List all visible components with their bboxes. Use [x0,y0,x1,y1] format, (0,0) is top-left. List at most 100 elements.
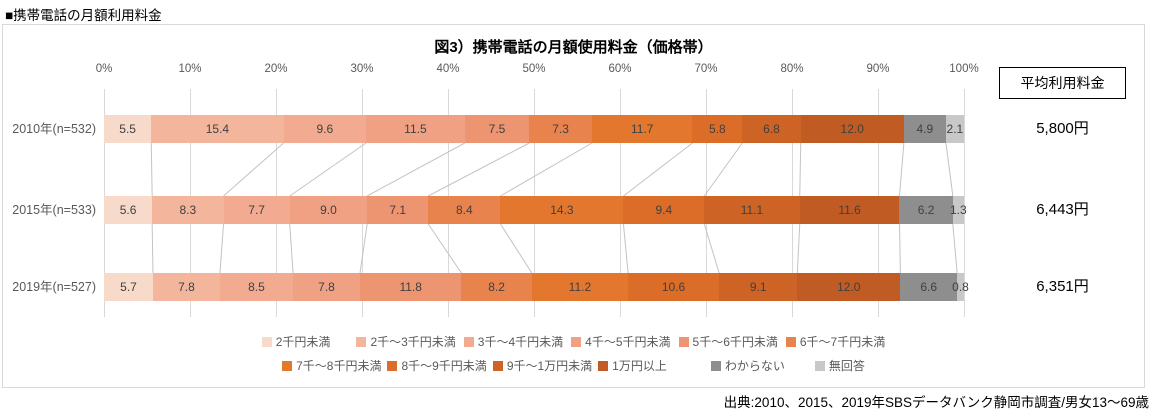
connector-line [899,223,901,274]
bar-segment: 9.0 [289,196,368,224]
bar-segment-value: 10.6 [661,280,686,294]
category-label: 2010年(n=532) [12,122,96,136]
connector-line [500,223,533,274]
average-fee-value: 6,443円 [1036,201,1089,218]
bar-segment: 9.4 [623,196,705,224]
stacked-bar: 5.7 7.8 8.5 7.8 11.8 8.2 11.2 10.6 9.1 12.0 6.6 0.8 [104,273,969,301]
gridline [964,89,965,317]
bar-segment: 11.5 [366,115,465,143]
bar-segment: 9.1 [719,273,798,301]
bar-segment: 11.7 [591,115,693,143]
bar-segment-value: 11.2 [568,280,592,294]
legend-swatch [678,336,689,347]
legend-label: 6千～7千円未満 [799,335,886,349]
connector-line [289,223,294,274]
legend-label: 7千～8千円未満 [296,359,382,373]
bar-segment-value: 7.5 [488,122,506,136]
legend-label: 1万円以上 [612,359,667,373]
legend-item: 9千～1万円未満 [492,357,593,374]
bar-segment-value: 9.6 [316,122,334,136]
bar-segment: 7.5 [464,115,530,143]
bar-segment: 1.3 [949,196,967,224]
bar-segment-value: 5.8 [709,122,726,136]
bar-segment: 8.4 [428,196,501,224]
legend-label: 5千～6千円未満 [692,335,778,349]
bar-segment-value: 11.8 [399,280,422,294]
bar-segment: 14.3 [500,196,624,224]
x-axis-tick-label: 40% [436,63,460,75]
legend-label: 無回答 [828,359,865,373]
connector-line [223,142,284,197]
bar-segment: 0.8 [952,273,969,301]
bar-segment-value: 14.3 [550,203,574,217]
average-fee-box: 平均利用料金 [999,67,1126,99]
bar-segment-value: 4.9 [916,122,934,136]
bar-segment: 7.8 [292,273,360,301]
legend-swatch [282,360,293,371]
legend-swatch [387,360,398,371]
bar-segment-value: 8.3 [179,203,197,217]
bar-segment-value: 9.4 [655,203,673,217]
x-axis-tick-label: 30% [350,63,374,75]
legend-item: 無回答 [814,357,865,374]
connector-line [151,223,154,274]
bar-segment-value: 9.0 [320,203,337,217]
bar-segment: 9.6 [283,115,367,143]
x-axis-tick-label: 70% [694,63,718,75]
bar-segment-value: 5.5 [119,122,136,136]
bar-segment: 5.8 [692,115,743,143]
bar-segment: 12.0 [797,273,901,301]
x-axis-tick-label: 90% [866,63,890,75]
bar-segment-value: 7.7 [248,203,265,217]
legend-label: 9千～1万円未満 [506,359,593,373]
x-axis-tick-label: 0% [95,63,113,75]
legend-label: 4千～5千円未満 [585,335,671,349]
bar-segment-value: 1.3 [949,203,967,217]
bar-segment: 11.1 [704,196,800,224]
connector-line [899,142,905,197]
legend-swatch [598,360,609,371]
legend-label: 8千～9千円未満 [401,359,487,373]
connector-line [289,142,367,197]
x-axis-tick-label: 10% [178,63,202,75]
legend-item: 6千～7千円未満 [785,333,886,350]
category-label: 2019年(n=527) [12,280,96,294]
bar-segment-value: 11.5 [404,122,427,136]
legend-swatch [356,336,367,347]
bar-segment: 7.7 [223,196,290,224]
connector-line [219,223,225,274]
bar-segment-value: 7.1 [389,203,406,217]
bar-segment: 7.8 [152,273,220,301]
bar-segment: 5.6 [104,196,153,224]
bar-segment: 10.6 [628,273,720,301]
bar-segment: 12.0 [800,115,904,143]
chart-title: 図3）携帯電話の月額使用料金（価格帯） [434,39,713,56]
connector-line [703,142,743,197]
bar-segment: 6.6 [900,273,958,301]
bar-segment-value: 12.0 [840,122,864,136]
legend-item: 4千～5千円未満 [571,333,671,350]
legend-item: わからない [710,357,785,374]
average-fee-value: 5,800円 [1036,120,1089,137]
legend-swatch [710,360,721,371]
connector-line [150,142,153,197]
bar-segment: 5.5 [104,115,152,143]
bar-segment-value: 11.1 [740,203,764,217]
bar-segment-value: 12.0 [837,280,861,294]
bar-segment: 7.1 [367,196,429,224]
average-fee-value: 6,351円 [1036,278,1089,295]
bar-segment: 5.7 [104,273,153,301]
bar-segment-value: 8.4 [455,203,473,217]
connector-line [622,223,629,274]
bar-segment-value: 5.7 [120,280,137,294]
connector-line [427,142,530,197]
connector-line [952,223,958,274]
x-axis-tick-label: 20% [264,63,288,75]
legend-item: 3千～4千円未満 [463,333,563,350]
bar-segment-value: 6.2 [917,203,935,217]
legend-item: 2千～3千円未満 [356,333,456,350]
legend-row-1: 2千円未満 2千～3千円未満 3千～4千円未満 4千～5千円未満 5千～6千円未満 6千～… [3,333,1144,350]
bar-segment: 11.2 [531,273,629,301]
legend-item: 1万円以上 [598,357,667,374]
